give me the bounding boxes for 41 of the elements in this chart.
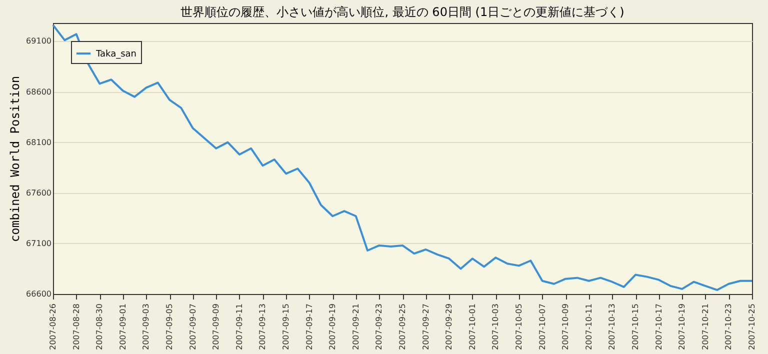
x-tick-label: 2007-09-15 — [282, 304, 290, 350]
x-tick-label: 2007-09-03 — [142, 304, 151, 350]
x-tick-label: 2007-10-07 — [538, 304, 547, 350]
x-tick-label: 2007-09-23 — [374, 304, 384, 350]
x-tick-label: 2007-09-27 — [421, 304, 430, 350]
y-tick-label: 66600 — [26, 290, 52, 298]
x-tick-label: 2007-09-07 — [188, 304, 198, 350]
x-tick-label: 2007-10-15 — [631, 304, 640, 350]
x-tick-label: 2007-09-25 — [398, 304, 407, 350]
x-tick-label: 2007-10-17 — [654, 304, 664, 350]
x-tick-label: 2007-09-29 — [444, 304, 454, 350]
x-tick-label: 2007-08-30 — [95, 304, 104, 350]
x-tick-label: 2007-10-23 — [724, 304, 734, 350]
x-tick-label: 2007-09-13 — [258, 304, 268, 350]
x-tick-label: 2007-10-25 — [748, 304, 756, 350]
x-tick-label: 2007-10-19 — [678, 304, 687, 350]
x-tick-label: 2007-09-09 — [212, 304, 221, 350]
x-tick-label: 2007-08-26 — [48, 304, 58, 350]
x-tick-label: 2007-09-05 — [165, 304, 174, 350]
chart-title: 世界順位の履歴、小さい値が高い順位, 最近の 60日間 (1日ごとの更新値に基づく) — [180, 5, 624, 19]
x-tick-label: 2007-10-01 — [468, 304, 477, 350]
y-tick-label: 67600 — [26, 188, 52, 198]
x-tick-label: 2007-09-11 — [234, 304, 244, 350]
x-tick-label: 2007-10-03 — [491, 304, 500, 350]
x-tick-label: 2007-09-19 — [328, 304, 338, 350]
x-tick-label: 2007-10-09 — [561, 304, 570, 350]
x-tick-label: 2007-10-05 — [514, 304, 524, 350]
x-tick-label: 2007-09-21 — [351, 304, 360, 350]
x-tick-label: 2007-10-13 — [608, 304, 617, 350]
x-tick-label: 2007-09-17 — [304, 304, 314, 350]
line-series — [52, 24, 753, 291]
x-tick-label: 2007-09-01 — [118, 304, 128, 350]
y-tick-label: 69100 — [26, 36, 52, 46]
x-tick-label: 2007-08-28 — [72, 304, 81, 350]
y-tick-label: 68600 — [26, 87, 52, 96]
x-tick-label: 2007-10-21 — [700, 304, 710, 350]
x-tick-label: 2007-10-11 — [584, 304, 594, 350]
y-tick-label: 67100 — [26, 238, 52, 248]
y-tick-label: 68100 — [26, 138, 52, 147]
y-axis-title: combined World Position — [8, 76, 22, 242]
legend-label: Taka_san — [95, 50, 136, 60]
